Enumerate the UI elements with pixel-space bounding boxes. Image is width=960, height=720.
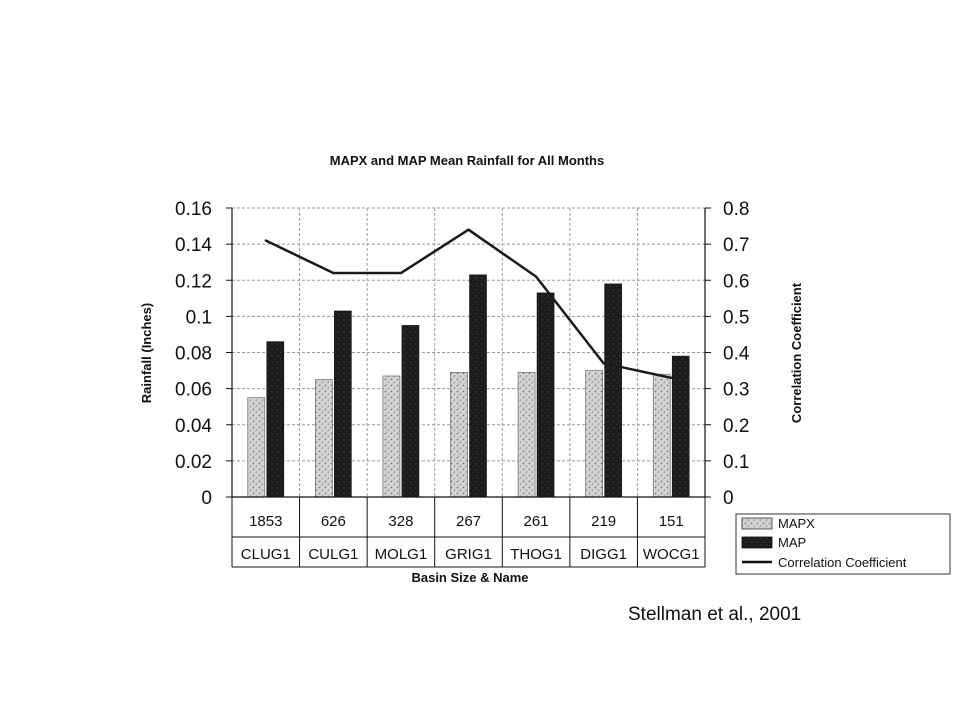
map-bar bbox=[671, 355, 690, 498]
y2-tick-label: 0.8 bbox=[723, 199, 749, 220]
y2-tick-label: 0.3 bbox=[723, 380, 749, 401]
correlation-point bbox=[670, 376, 673, 379]
basin-size-label: 219 bbox=[591, 513, 616, 530]
y2-tick-label: 0.1 bbox=[723, 452, 749, 473]
y-tick-label: 0.12 bbox=[175, 271, 212, 292]
axes: 0 0.02 0.04 0.06 0.08 0.1 0.12 0.14 0.16 0 0.1 0.2 0… bbox=[175, 199, 750, 568]
basin-size-label: 626 bbox=[321, 513, 346, 530]
y2-tick-label: 0.6 bbox=[723, 271, 749, 292]
map-bar bbox=[401, 325, 420, 498]
y2-tick-label: 0 bbox=[723, 488, 734, 509]
mapx-bar bbox=[585, 370, 603, 498]
correlation-point bbox=[399, 271, 403, 275]
y2-axis-label: Correlation Coefficient bbox=[789, 282, 804, 423]
y2-tick-label: 0.7 bbox=[723, 235, 749, 256]
legend: MAPX MAP Correlation Coefficient bbox=[735, 513, 951, 575]
bars bbox=[247, 274, 690, 498]
mapx-bar bbox=[450, 372, 468, 498]
y-tick-label: 0.1 bbox=[186, 307, 212, 328]
y-tick-label: 0.06 bbox=[175, 380, 212, 401]
y-axis-label: Rainfall (Inches) bbox=[139, 303, 154, 403]
map-bar bbox=[469, 274, 487, 498]
legend-label-map: MAP bbox=[778, 535, 806, 550]
correlation-point bbox=[332, 271, 335, 275]
map-bar bbox=[604, 283, 622, 498]
y-tick-label: 0.04 bbox=[175, 416, 212, 437]
y2-tick-label: 0.2 bbox=[723, 416, 749, 437]
x-category-label: GRIG1 bbox=[445, 546, 492, 563]
x-axis-label: Basin Size & Name bbox=[411, 570, 528, 585]
x-category-label: DIGG1 bbox=[580, 546, 627, 563]
mapx-bar bbox=[382, 375, 401, 498]
legend-swatch-map bbox=[741, 536, 773, 549]
mapx-bar bbox=[517, 372, 536, 498]
correlation-line-layer bbox=[264, 228, 673, 380]
basin-size-label: 1853 bbox=[249, 513, 282, 530]
map-bar bbox=[266, 341, 285, 498]
y2-tick-label: 0.5 bbox=[723, 307, 749, 328]
y-tick-label: 0.14 bbox=[175, 235, 212, 256]
y-tick-label: 0.16 bbox=[175, 199, 212, 220]
correlation-point bbox=[264, 239, 267, 242]
y2-tick-label: 0.4 bbox=[723, 344, 750, 365]
y-tick-label: 0 bbox=[201, 488, 212, 509]
basin-size-label: 151 bbox=[659, 513, 684, 530]
mapx-bar bbox=[315, 379, 333, 498]
x-category-label: CLUG1 bbox=[241, 546, 291, 563]
gridlines bbox=[232, 207, 705, 497]
x-category-label: WOCG1 bbox=[643, 546, 700, 563]
x-category-label: THOG1 bbox=[510, 546, 562, 563]
chart-title: MAPX and MAP Mean Rainfall for All Month… bbox=[330, 153, 604, 168]
y-tick-label: 0.08 bbox=[175, 344, 212, 365]
legend-label-mapx: MAPX bbox=[778, 516, 815, 531]
legend-label-correlation: Correlation Coefficient bbox=[778, 555, 907, 570]
correlation-point bbox=[534, 275, 538, 278]
map-bar bbox=[334, 310, 352, 498]
x-category-label: CULG1 bbox=[308, 546, 358, 563]
correlation-point bbox=[602, 362, 605, 365]
basin-size-label: 261 bbox=[524, 513, 549, 530]
citation: Stellman et al., 2001 bbox=[628, 604, 802, 625]
x-category-label: MOLG1 bbox=[375, 546, 428, 563]
map-bar bbox=[536, 292, 555, 498]
y-tick-label: 0.02 bbox=[175, 452, 212, 473]
mapx-bar bbox=[652, 373, 671, 498]
legend-swatch-mapx bbox=[741, 517, 773, 530]
correlation-point bbox=[467, 228, 470, 231]
basin-size-label: 328 bbox=[388, 513, 413, 530]
mapx-bar bbox=[247, 397, 266, 498]
basin-size-label: 267 bbox=[456, 513, 481, 530]
